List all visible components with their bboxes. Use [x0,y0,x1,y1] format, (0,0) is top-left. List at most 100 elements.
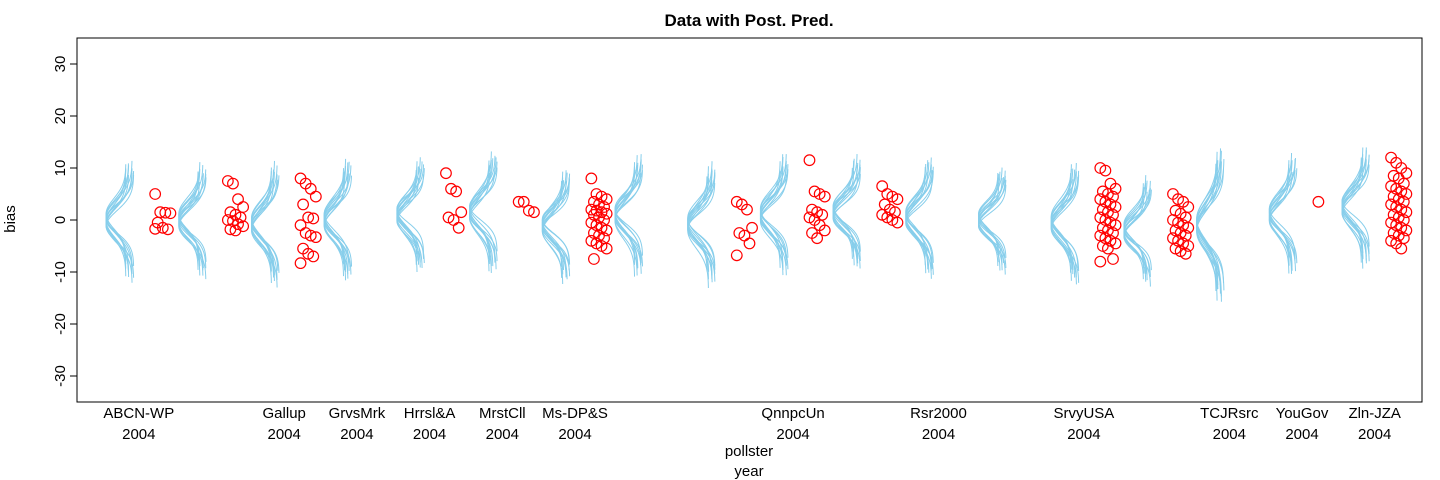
density-curve [105,172,133,267]
data-point [528,206,540,219]
x-tick-label: TCJRsrc [1200,405,1259,422]
x-tick-label: Ms-DP&S [542,405,608,422]
group-12 [905,157,934,279]
density-curve [323,165,352,275]
data-point [156,221,169,234]
chart-title: Data with Post. Pred. [664,11,833,30]
data-point [452,221,465,234]
data-point [234,211,247,224]
data-point [730,249,743,262]
density-curve [1050,170,1080,271]
data-point [512,195,525,208]
density-curve [250,175,280,273]
data-point [149,188,162,200]
data-point [588,253,600,265]
group-16 [1196,148,1225,302]
data-point [304,229,317,242]
density-curve [1268,159,1296,260]
group-8 [614,154,643,277]
x-tick-label: 2004 [486,426,519,443]
group-9 [687,161,758,289]
density-curve [687,161,713,276]
data-point [149,222,162,235]
data-point [307,212,320,225]
data-point [302,211,315,224]
x-tick-label: GrvsMrk [329,405,386,422]
data-point [297,198,310,211]
group-7 [541,170,613,285]
data-point [1102,242,1114,255]
data-point [818,224,831,237]
data-point [309,190,322,203]
group-2 [178,162,250,280]
x-tick-label: 2004 [1358,426,1391,443]
density-curve [1196,159,1225,291]
density-curve [687,166,709,280]
group-18 [1341,147,1413,269]
density-curve [541,173,571,265]
x-tick-label: 2004 [413,426,446,443]
x-tick-label: 2004 [268,426,301,443]
x-tick-label: 2004 [922,426,955,443]
x-tick-label: Zln-JZA [1348,405,1401,422]
data-point [229,224,242,237]
data-point [600,242,613,255]
density-curve [105,171,135,266]
data-point [1107,253,1119,265]
x-tick-label: SrvyUSA [1053,405,1114,422]
data-point [307,250,320,263]
data-point [1094,255,1107,268]
density-curve [1196,148,1221,291]
group-6 [469,151,540,273]
data-point [224,223,237,236]
x-tick-label: YouGov [1276,405,1329,422]
data-point [440,167,452,180]
x-tick-label: ABCN-WP [103,405,174,422]
data-point [818,190,831,203]
data-point [450,185,463,198]
data-point [227,177,239,190]
group-10 [759,154,831,276]
group-5 [396,157,468,273]
group-1 [105,160,177,283]
plot-layer [105,147,1413,302]
density-curve [614,162,636,265]
x-tick-label: Rsr2000 [910,405,967,422]
group-11 [832,154,904,269]
density-curve [1268,168,1298,264]
y-tick-label: 20 [52,108,69,125]
x-axis: ABCN-WP 2004 Gallup 2004 GrvsMrk 2004 Hrrsl&A 2… [103,405,1401,443]
data-point [743,237,756,250]
data-point [1395,242,1408,255]
density-curve [250,160,275,276]
x-tick-label: 2004 [340,426,373,443]
group-3 [250,160,322,288]
x-tick-label: Hrrsl&A [404,405,456,422]
x-tick-label: MrstCll [479,405,526,422]
x-tick-label: 2004 [776,426,809,443]
data-point [159,206,172,219]
density-curve [905,166,926,257]
data-point [294,257,307,270]
data-point [455,206,468,219]
density-curve [1123,175,1147,274]
data-point [811,232,824,245]
y-axis: -30 -20 -10 0 10 20 30 [52,56,78,387]
data-point [1179,247,1192,260]
data-point [309,231,322,244]
plot-frame [76,37,1423,403]
data-point [522,204,535,217]
density-curve [396,164,425,253]
group-13 [978,167,1007,275]
group-14 [1050,162,1122,285]
data-point [741,203,753,216]
x-tick-label: 2004 [1213,426,1246,443]
density-curve [759,161,781,268]
density-curve [105,164,127,265]
y-tick-label: -20 [52,313,69,335]
density-curve [614,154,642,264]
x-tick-label: 2004 [558,426,591,443]
density-curve [1123,180,1151,278]
x-axis-label-pollster: pollster [725,443,773,460]
